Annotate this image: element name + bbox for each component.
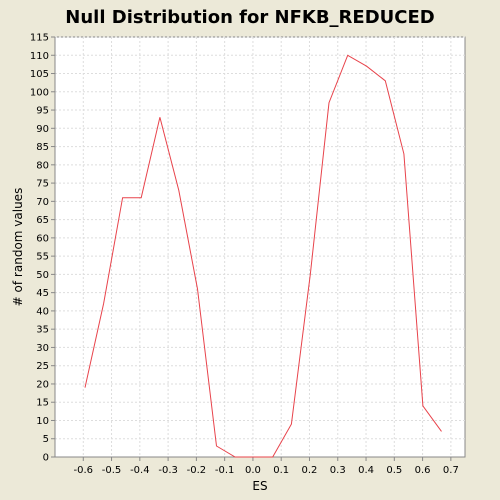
x-tick-label: -0.1: [215, 465, 235, 476]
y-tick-label: 60: [36, 233, 49, 244]
series: [84, 54, 442, 458]
y-tick-label: 25: [36, 361, 49, 372]
x-tick-label: 0.6: [415, 465, 431, 476]
y-tick-label: 65: [36, 215, 49, 226]
y-tick-label: 5: [43, 434, 49, 445]
y-tick-label: 95: [36, 106, 49, 117]
y-tick-label: 115: [30, 33, 49, 44]
x-axis-label: ES: [252, 479, 267, 493]
grid: [55, 36, 465, 458]
x-tick-label: 0.4: [358, 465, 374, 476]
y-tick-label: 85: [36, 142, 49, 153]
x-tick-label: 0.2: [302, 465, 318, 476]
x-tick-label: 0.7: [443, 465, 459, 476]
y-tick-label: 105: [30, 69, 49, 80]
x-tick-label: 0.1: [273, 465, 289, 476]
y-tick-label: 70: [36, 197, 49, 208]
y-tick-label: 55: [36, 252, 49, 263]
x-ticks: -0.6 -0.5 -0.4 -0.3 -0.2 -0.1 0.0 0.1 0.2 0.3 0.4 0…: [74, 457, 459, 476]
chart-title: Null Distribution for NFKB_REDUCED: [65, 7, 434, 28]
x-tick-label: 0.0: [245, 465, 261, 476]
x-tick-label: 0.5: [386, 465, 402, 476]
x-tick-label: -0.2: [187, 465, 207, 476]
y-tick-label: 45: [36, 288, 49, 299]
x-tick-label: -0.5: [102, 465, 122, 476]
x-tick-label: -0.6: [74, 465, 94, 476]
y-tick-label: 0: [43, 453, 49, 464]
y-tick-label: 30: [36, 343, 49, 354]
x-tick-label: -0.3: [158, 465, 178, 476]
y-tick-label: 110: [30, 51, 49, 62]
series-line: [84, 54, 442, 458]
x-tick-label: 0.3: [330, 465, 346, 476]
y-ticks: 0 5 10 15 20 25 30 35 40 45 50 55 60 65 70 75 80 85 90 95 10…: [30, 33, 55, 464]
y-tick-label: 15: [36, 398, 49, 409]
y-tick-label: 10: [36, 416, 49, 427]
y-tick-label: 100: [30, 87, 49, 98]
y-tick-label: 90: [36, 124, 49, 135]
plot-area: [54, 36, 466, 458]
y-tick-label: 40: [36, 306, 49, 317]
y-tick-label: 20: [36, 379, 49, 390]
x-tick-label: -0.4: [130, 465, 150, 476]
y-tick-label: 75: [36, 179, 49, 190]
y-axis-label: # of random values: [11, 188, 25, 307]
y-tick-label: 50: [36, 270, 49, 281]
y-tick-label: 35: [36, 325, 49, 336]
y-tick-label: 80: [36, 160, 49, 171]
